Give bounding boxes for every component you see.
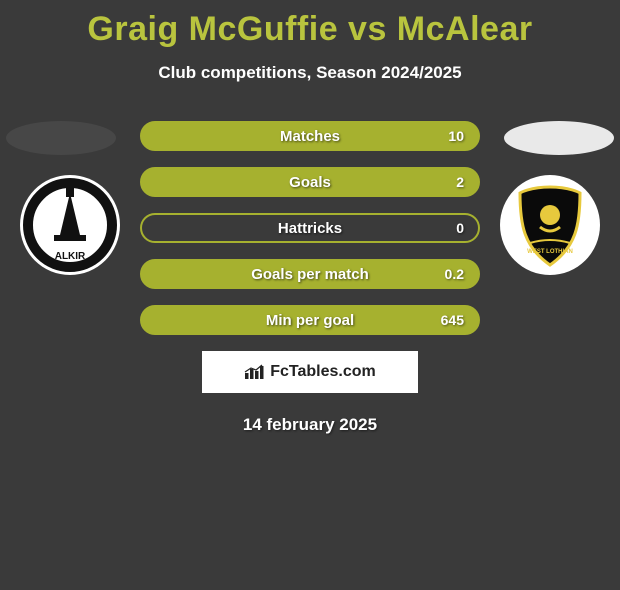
club-badge-right: WEST LOTHIAN xyxy=(500,175,600,275)
stat-value-right: 2 xyxy=(456,174,464,190)
stats-area: ALKIR WEST LOTHIAN Matches 10 Goals 2 Hattri… xyxy=(0,121,620,335)
club-crest-right-icon: WEST LOTHIAN xyxy=(500,175,600,275)
stat-label: Min per goal xyxy=(266,312,354,329)
stat-row: Goals per match 0.2 xyxy=(140,259,480,289)
stat-value-right: 0.2 xyxy=(445,266,464,282)
stat-value-right: 0 xyxy=(456,220,464,236)
club-crest-left-icon: ALKIR xyxy=(20,175,120,275)
bar-chart-icon xyxy=(244,364,264,380)
footer-text: FcTables.com xyxy=(270,363,376,381)
stat-row: Matches 10 xyxy=(140,121,480,151)
stat-row: Hattricks 0 xyxy=(140,213,480,243)
stat-label: Goals xyxy=(289,174,331,191)
page-title: Graig McGuffie vs McAlear xyxy=(0,10,620,49)
stat-value-right: 645 xyxy=(441,312,464,328)
stat-row: Goals 2 xyxy=(140,167,480,197)
stat-label: Matches xyxy=(280,128,340,145)
svg-text:WEST LOTHIAN: WEST LOTHIAN xyxy=(527,249,573,255)
stat-row: Min per goal 645 xyxy=(140,305,480,335)
footer-attribution: FcTables.com xyxy=(202,351,418,393)
stat-value-right: 10 xyxy=(448,128,464,144)
stat-label: Hattricks xyxy=(278,220,342,237)
stat-label: Goals per match xyxy=(251,266,369,283)
date-label: 14 february 2025 xyxy=(0,415,620,435)
svg-text:ALKIR: ALKIR xyxy=(55,251,86,262)
subtitle: Club competitions, Season 2024/2025 xyxy=(0,63,620,83)
player-oval-right xyxy=(504,121,614,155)
club-badge-left: ALKIR xyxy=(20,175,120,275)
player-oval-left xyxy=(6,121,116,155)
